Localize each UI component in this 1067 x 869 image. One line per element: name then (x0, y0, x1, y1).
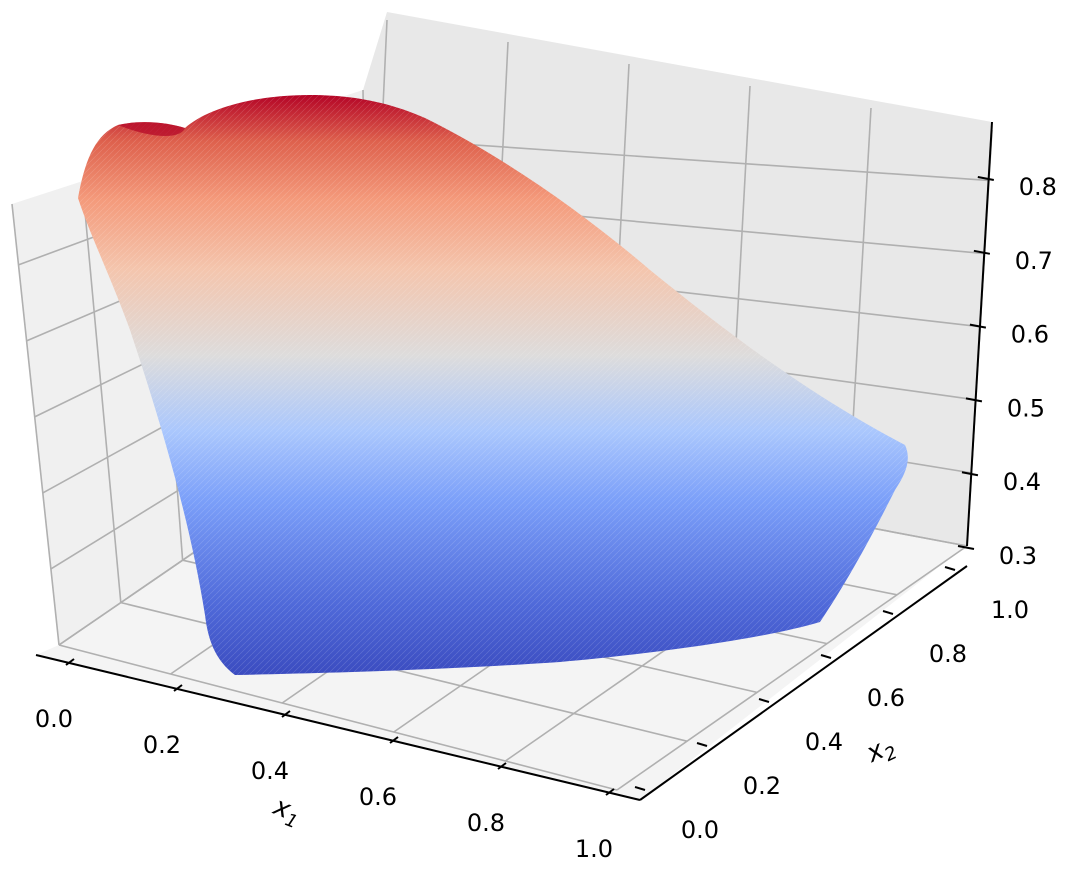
left-grid-x2-1 (81, 181, 122, 603)
x2-tick-label-3: 0.6 (867, 684, 905, 712)
x1-axis-line (35, 654, 641, 801)
z-tick-5 (977, 176, 995, 182)
z-tick-0 (957, 545, 975, 550)
z-tick-label-4: 0.7 (1015, 247, 1053, 275)
z-tick-label-2: 0.5 (1007, 394, 1045, 422)
tick-labels: 0.0 0.2 0.4 0.6 0.8 1.0 0.0 0.2 0.4 0.6 0.8 1.0 0.3 0… (35, 173, 1057, 863)
x2-tick-3 (820, 654, 832, 659)
z-tick-2 (965, 397, 983, 403)
tick-marks (65, 176, 995, 796)
x2-tick-5 (944, 566, 956, 571)
z-tick-3 (969, 323, 987, 329)
z-tick-label-5: 0.8 (1019, 173, 1057, 201)
x1-tick-3 (389, 736, 399, 744)
x2-tick-label-4: 0.8 (929, 640, 967, 668)
x1-axis-title: x1 (267, 791, 306, 833)
x2-tick-1 (696, 742, 708, 747)
x1-tick-label-3: 0.6 (359, 783, 397, 811)
x2-axis-title: x2 (861, 730, 901, 773)
z-tick-label-1: 0.4 (1003, 468, 1041, 496)
floor-grid-x1-5 (616, 545, 968, 791)
z-tick-1 (961, 471, 979, 477)
x1-tick-4 (497, 762, 507, 770)
z-axis-line (966, 121, 993, 547)
left-grid-x2-0 (11, 203, 60, 646)
x1-tick-label-1: 0.2 (143, 731, 181, 759)
x1-tick-label-5: 1.0 (575, 835, 613, 863)
surface-mesh (78, 95, 908, 675)
x1-tick-label-2: 0.4 (251, 757, 289, 785)
surface-ridge (118, 122, 185, 136)
x2-tick-0 (634, 786, 646, 791)
z-tick-label-0: 0.3 (999, 542, 1037, 570)
x1-tick-label-4: 0.8 (467, 809, 505, 837)
x1-tick-0 (65, 658, 75, 666)
surface (78, 95, 908, 675)
x2-tick-label-5: 1.0 (991, 596, 1029, 624)
x2-tick-2 (758, 698, 770, 703)
x2-tick-label-0: 0.0 (681, 816, 719, 844)
z-tick-label-3: 0.6 (1011, 321, 1049, 349)
x1-tick-2 (281, 710, 291, 718)
x2-axis-line (639, 565, 968, 801)
z-tick-4 (973, 249, 991, 255)
floor-grid-x2-0 (58, 644, 618, 791)
x2-tick-4 (882, 610, 894, 615)
x2-tick-label-1: 0.2 (743, 772, 781, 800)
x2-tick-label-2: 0.4 (805, 728, 843, 756)
x1-tick-5 (605, 788, 615, 796)
x1-tick-label-0: 0.0 (35, 705, 73, 733)
x1-tick-1 (173, 684, 183, 692)
axis-lines (35, 121, 993, 801)
